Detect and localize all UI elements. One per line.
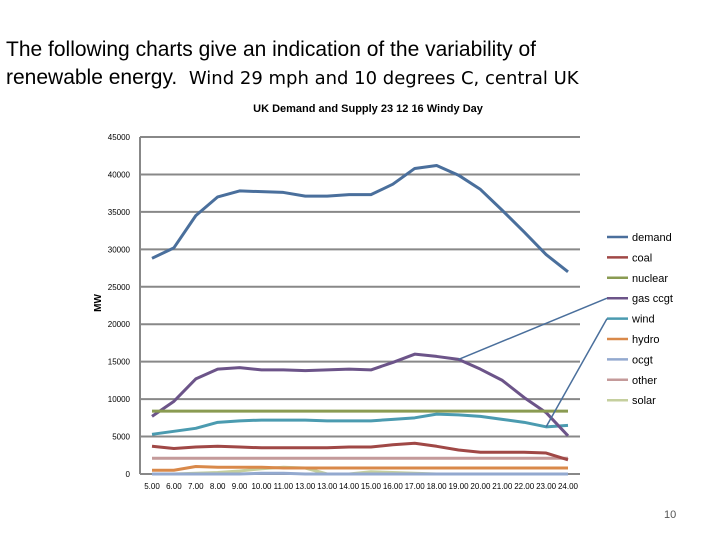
heading-line-1: The following charts give an indication … <box>6 38 536 61</box>
x-tick-label: 5.00 <box>144 482 160 491</box>
heading-line-2: renewable energy. <box>6 66 178 89</box>
x-tick-label: 6.00 <box>166 482 182 491</box>
x-tick-label: 7.00 <box>188 482 204 491</box>
legend-label: solar <box>632 395 656 407</box>
y-tick-label: 15000 <box>108 358 131 367</box>
x-tick-label: 8.00 <box>210 482 226 491</box>
legend-label: demand <box>632 232 672 244</box>
x-tick-label: 9.00 <box>232 482 248 491</box>
x-tick-label: 11.00 <box>274 482 294 491</box>
legend-label: wind <box>631 314 655 326</box>
legend-label: coal <box>632 252 652 264</box>
y-axis-label: MW <box>93 294 104 312</box>
legend-label: nuclear <box>632 273 668 285</box>
y-tick-label: 45000 <box>108 133 131 142</box>
callout-line <box>458 297 608 361</box>
y-tick-label: 10000 <box>108 395 131 404</box>
series-line-gas-ccgt <box>151 352 570 437</box>
x-tick-label: 13.00 <box>295 482 316 491</box>
series-line-coal <box>151 441 569 462</box>
x-tick-label: 23.00 <box>536 482 557 491</box>
series-line-ocgt <box>152 471 568 476</box>
y-tick-label: 35000 <box>108 208 131 217</box>
series-line-demand <box>151 163 569 273</box>
y-tick-label: 30000 <box>108 245 131 254</box>
series-line-hydro <box>152 465 568 472</box>
heading-subtitle: Wind 29 mph and 10 degrees C, central UK <box>188 68 579 89</box>
callout-line <box>545 318 608 428</box>
x-tick-label: 16.00 <box>383 482 404 491</box>
x-tick-label: 10.00 <box>251 482 272 491</box>
legend-label: gas ccgt <box>632 293 673 305</box>
y-tick-label: 40000 <box>108 170 131 179</box>
x-tick-label: 21.00 <box>492 482 513 491</box>
y-tick-label: 25000 <box>108 283 131 292</box>
x-tick-label: 18.00 <box>427 482 448 491</box>
legend-label: other <box>632 375 657 387</box>
y-tick-label: 20000 <box>108 320 131 329</box>
legend-label: hydro <box>632 334 660 346</box>
x-tick-label: 19.00 <box>449 482 470 491</box>
x-tick-label: 14.00 <box>339 482 360 491</box>
chart-title: UK Demand and Supply 23 12 16 Windy Day <box>253 103 484 115</box>
x-tick-label: 17.00 <box>405 482 426 491</box>
x-tick-label: 15.00 <box>361 482 382 491</box>
y-tick-label: 5000 <box>112 433 130 442</box>
x-tick-label: 13.00 <box>317 482 338 491</box>
y-tick-label: 0 <box>126 470 131 479</box>
legend-label: ocgt <box>632 354 653 366</box>
x-tick-label: 22.00 <box>514 482 535 491</box>
page-number: 10 <box>664 509 677 521</box>
series-line-wind <box>151 412 569 436</box>
x-tick-label: 24.00 <box>558 482 579 491</box>
x-tick-label: 20.00 <box>470 482 491 491</box>
slide-heading: The following charts give an indication … <box>6 36 579 93</box>
